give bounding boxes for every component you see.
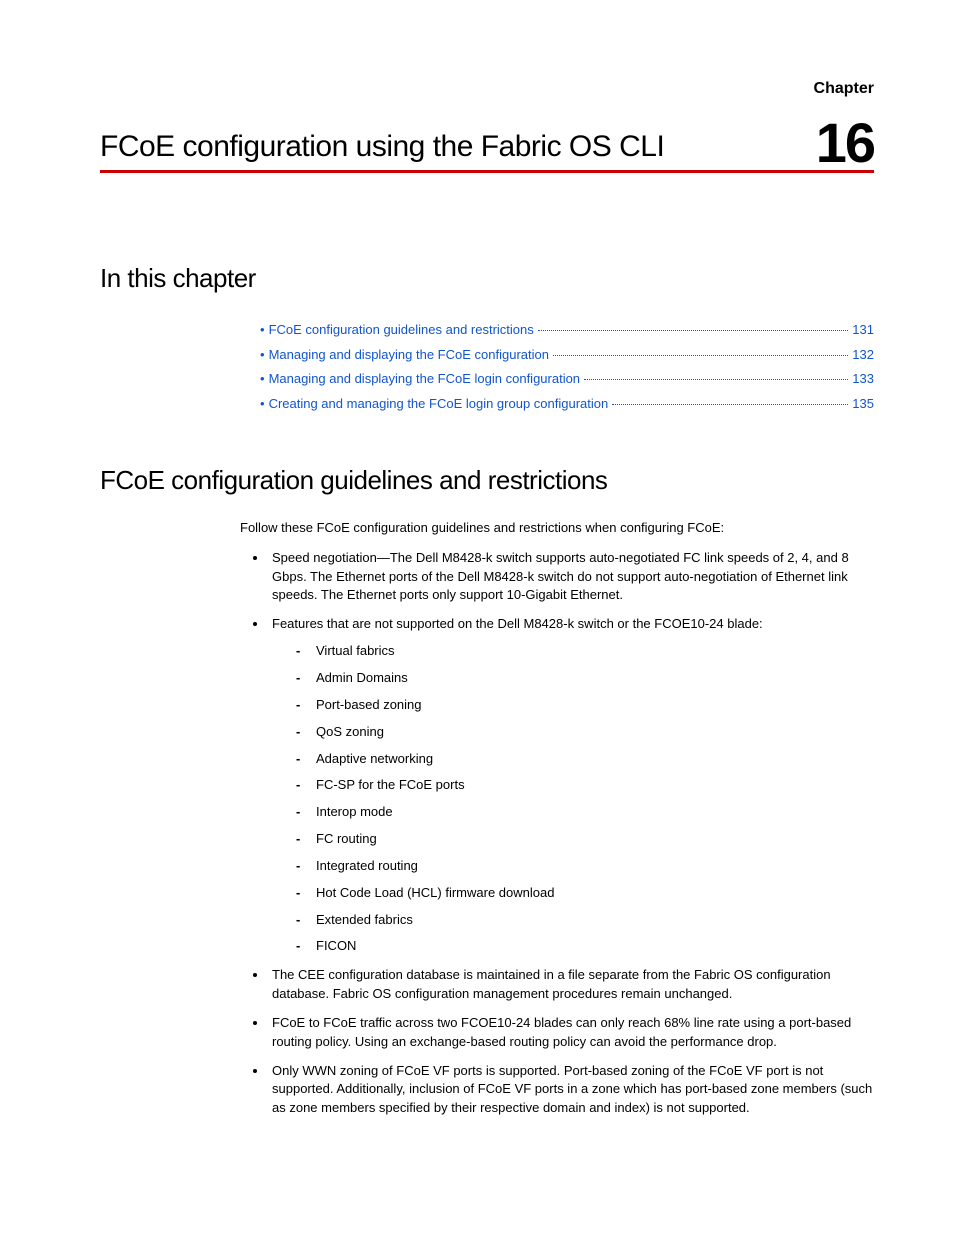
toc-link[interactable]: Managing and displaying the FCoE login c… <box>269 367 580 392</box>
toc-leader <box>612 404 848 405</box>
chapter-rule <box>100 170 874 173</box>
toc-page[interactable]: 132 <box>852 343 874 368</box>
toc-item: • FCoE configuration guidelines and rest… <box>260 318 874 343</box>
list-item: Extended fabrics <box>296 911 874 930</box>
toc-bullet-icon: • <box>260 392 265 417</box>
intro-text: Follow these FCoE configuration guidelin… <box>240 520 874 535</box>
list-item: Only WWN zoning of FCoE VF ports is supp… <box>268 1062 874 1119</box>
toc-item: • Creating and managing the FCoE login g… <box>260 392 874 417</box>
section-in-this-chapter: In this chapter <box>100 263 874 294</box>
chapter-number: 16 <box>816 110 874 175</box>
toc-link[interactable]: Creating and managing the FCoE login gro… <box>269 392 609 417</box>
list-item: Interop mode <box>296 803 874 822</box>
list-item: Virtual fabrics <box>296 642 874 661</box>
toc-bullet-icon: • <box>260 367 265 392</box>
toc-leader <box>584 379 848 380</box>
toc-leader <box>553 355 848 356</box>
list-item: Integrated routing <box>296 857 874 876</box>
toc-page[interactable]: 133 <box>852 367 874 392</box>
list-item: Speed negotiation—The Dell M8428-k switc… <box>268 549 874 606</box>
toc-page[interactable]: 131 <box>852 318 874 343</box>
toc-link[interactable]: Managing and displaying the FCoE configu… <box>269 343 549 368</box>
guidelines-list: Speed negotiation—The Dell M8428-k switc… <box>268 549 874 1118</box>
list-item: Admin Domains <box>296 669 874 688</box>
unsupported-list: Virtual fabrics Admin Domains Port-based… <box>296 642 874 956</box>
list-item: FC-SP for the FCoE ports <box>296 776 874 795</box>
toc: • FCoE configuration guidelines and rest… <box>260 318 874 417</box>
section-guidelines: FCoE configuration guidelines and restri… <box>100 465 874 496</box>
list-item: Hot Code Load (HCL) firmware download <box>296 884 874 903</box>
list-item: Port-based zoning <box>296 696 874 715</box>
toc-item: • Managing and displaying the FCoE login… <box>260 367 874 392</box>
list-item: The CEE configuration database is mainta… <box>268 966 874 1004</box>
toc-page[interactable]: 135 <box>852 392 874 417</box>
toc-leader <box>538 330 849 331</box>
toc-link[interactable]: FCoE configuration guidelines and restri… <box>269 318 534 343</box>
toc-bullet-icon: • <box>260 318 265 343</box>
list-item-text: Features that are not supported on the D… <box>272 616 763 631</box>
list-item: Features that are not supported on the D… <box>268 615 874 956</box>
list-item: FC routing <box>296 830 874 849</box>
chapter-title: FCoE configuration using the Fabric OS C… <box>100 130 874 164</box>
chapter-label: Chapter <box>814 80 874 98</box>
list-item: FCoE to FCoE traffic across two FCOE10-2… <box>268 1014 874 1052</box>
list-item: Adaptive networking <box>296 750 874 769</box>
list-item: QoS zoning <box>296 723 874 742</box>
toc-bullet-icon: • <box>260 343 265 368</box>
toc-item: • Managing and displaying the FCoE confi… <box>260 343 874 368</box>
list-item: FICON <box>296 937 874 956</box>
